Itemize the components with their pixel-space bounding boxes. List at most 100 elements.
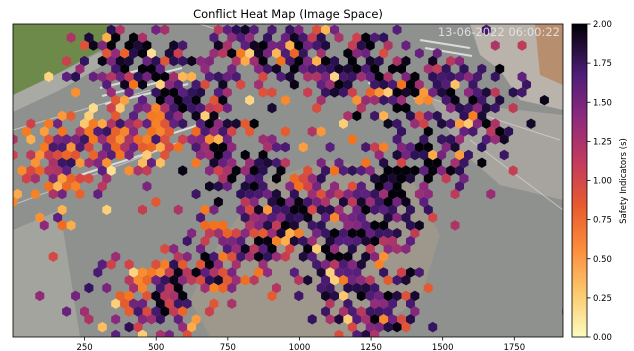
hexbin-cell	[406, 220, 415, 231]
hexbin-cell	[365, 196, 375, 208]
hexbin-cell	[53, 149, 63, 161]
hexbin-cell	[446, 71, 456, 82]
hexbin-cell	[370, 173, 380, 184]
hexbin-cell	[182, 95, 192, 106]
hexbin-cell	[379, 173, 389, 184]
hexbin-cell	[495, 63, 505, 75]
hexbin-cell	[316, 63, 326, 75]
hexbin-cell	[356, 71, 366, 82]
hexbin-cell	[80, 306, 89, 317]
hexbin-cell	[441, 79, 451, 90]
hexbin-cell	[294, 290, 304, 302]
hexbin-cell	[254, 173, 264, 184]
hexbin-cell	[191, 79, 201, 90]
hexbin-cell	[227, 267, 237, 278]
hexbin-cell	[312, 181, 322, 192]
hexbin-cell	[53, 212, 63, 223]
hexbin-cell	[267, 212, 277, 223]
hexbin-cell	[280, 251, 290, 262]
hexbin-cell	[115, 102, 125, 114]
hexbin-cell	[44, 149, 54, 161]
hexbin-cell	[325, 267, 335, 278]
hexbin-cell	[410, 228, 420, 239]
hexbin-cell	[218, 267, 228, 278]
hexbin-cell	[370, 32, 380, 43]
hexbin-cell	[102, 126, 112, 137]
hexbin-cell	[182, 267, 192, 278]
hexbin-cell	[361, 95, 371, 106]
hexbin-cell	[330, 87, 339, 98]
hexbin-cell	[392, 165, 402, 176]
hexbin-cell	[352, 235, 362, 247]
hexbin-cell	[66, 157, 76, 168]
hexbin-cell	[200, 267, 210, 278]
hexbin-cell	[428, 71, 438, 82]
hexbin-cell	[57, 126, 67, 137]
hexbin-cell	[138, 32, 147, 43]
hexbin-cell	[450, 142, 460, 153]
hexbin-cell	[347, 306, 357, 317]
hexbin-cell	[13, 196, 18, 208]
hexbin-cell	[392, 24, 402, 35]
hexbin-cell	[289, 173, 299, 184]
hexbin-cell	[178, 40, 188, 51]
hexbin-cell	[321, 275, 330, 286]
hexbin-cell	[374, 290, 384, 302]
hexbin-cell	[227, 298, 237, 309]
hexbin-cell	[312, 196, 322, 208]
hexbin-cell	[459, 110, 469, 122]
hexbin-cell	[388, 188, 397, 200]
colorbar-tick-label: 1.50	[593, 98, 612, 108]
hexbin-cell	[66, 110, 76, 122]
hexbin-cell	[276, 212, 286, 223]
hexbin-cell	[272, 173, 281, 184]
hexbin-cell	[227, 63, 237, 75]
hexbin-cell	[325, 251, 335, 262]
hexbin-cell	[383, 275, 393, 286]
hexbin-cell	[388, 63, 397, 75]
hexbin-cell	[209, 298, 219, 309]
hexbin-cell	[258, 212, 268, 223]
hexbin-cell	[347, 212, 357, 223]
hexbin-cell	[303, 87, 313, 98]
hexbin-cell	[182, 329, 192, 337]
hexbin-cell	[240, 228, 250, 239]
hexbin-cell	[97, 181, 107, 192]
hexbin-cell	[397, 63, 406, 75]
hexbin-cell	[53, 165, 63, 176]
hexbin-cell	[464, 118, 473, 129]
hexbin-cell	[330, 71, 339, 82]
hexbin-cell	[481, 134, 491, 145]
hexbin-cell	[280, 95, 290, 106]
hexbin-cell	[57, 188, 67, 200]
hexbin-cell	[285, 24, 295, 35]
hexbin-cell	[379, 110, 389, 122]
hexbin-cell	[321, 306, 330, 317]
hexbin-cell	[205, 306, 214, 317]
hexbin-cell	[343, 314, 353, 325]
hexbin-cell	[414, 267, 424, 278]
hexbin-cell	[303, 243, 313, 255]
hexbin-cell	[401, 55, 411, 67]
hexbin-cell	[401, 290, 411, 302]
hexbin-cell	[267, 87, 277, 98]
hexbin-cell	[526, 118, 536, 129]
hexbin-cell	[316, 282, 326, 294]
hexbin-cell	[151, 87, 161, 98]
hexbin-cell	[205, 165, 214, 176]
hexbin-cell	[258, 55, 268, 67]
hexbin-cell	[173, 48, 183, 59]
hexbin-cell	[410, 290, 420, 302]
hexbin-cell	[397, 188, 406, 200]
hexbin-cell	[347, 40, 357, 51]
hexbin-cell	[316, 157, 326, 168]
hexbin-cell	[388, 314, 397, 325]
hexbin-cell	[160, 118, 170, 129]
hexbin-cell	[245, 188, 255, 200]
hexbin-cell	[490, 134, 500, 145]
hexbin-cell	[379, 235, 389, 247]
hexbin-cell	[401, 275, 411, 286]
hexbin-cell	[365, 306, 375, 317]
hexbin-cell	[106, 71, 116, 82]
x-tick-label: 750	[220, 343, 236, 351]
